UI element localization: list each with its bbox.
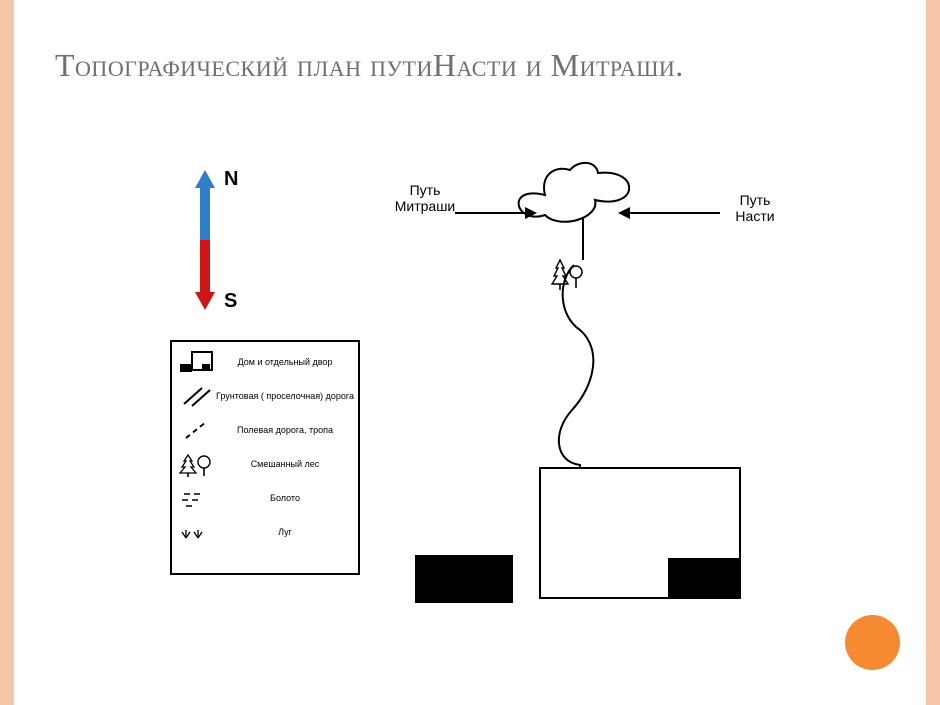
house-block — [668, 558, 740, 598]
map-canvas — [0, 0, 940, 705]
swamp-blob — [519, 163, 630, 222]
winding-path — [559, 218, 593, 470]
slide: Топографический план путиНасти и Митраши… — [0, 0, 940, 705]
standalone-block — [415, 555, 513, 603]
decoration-circle-icon — [845, 615, 900, 670]
